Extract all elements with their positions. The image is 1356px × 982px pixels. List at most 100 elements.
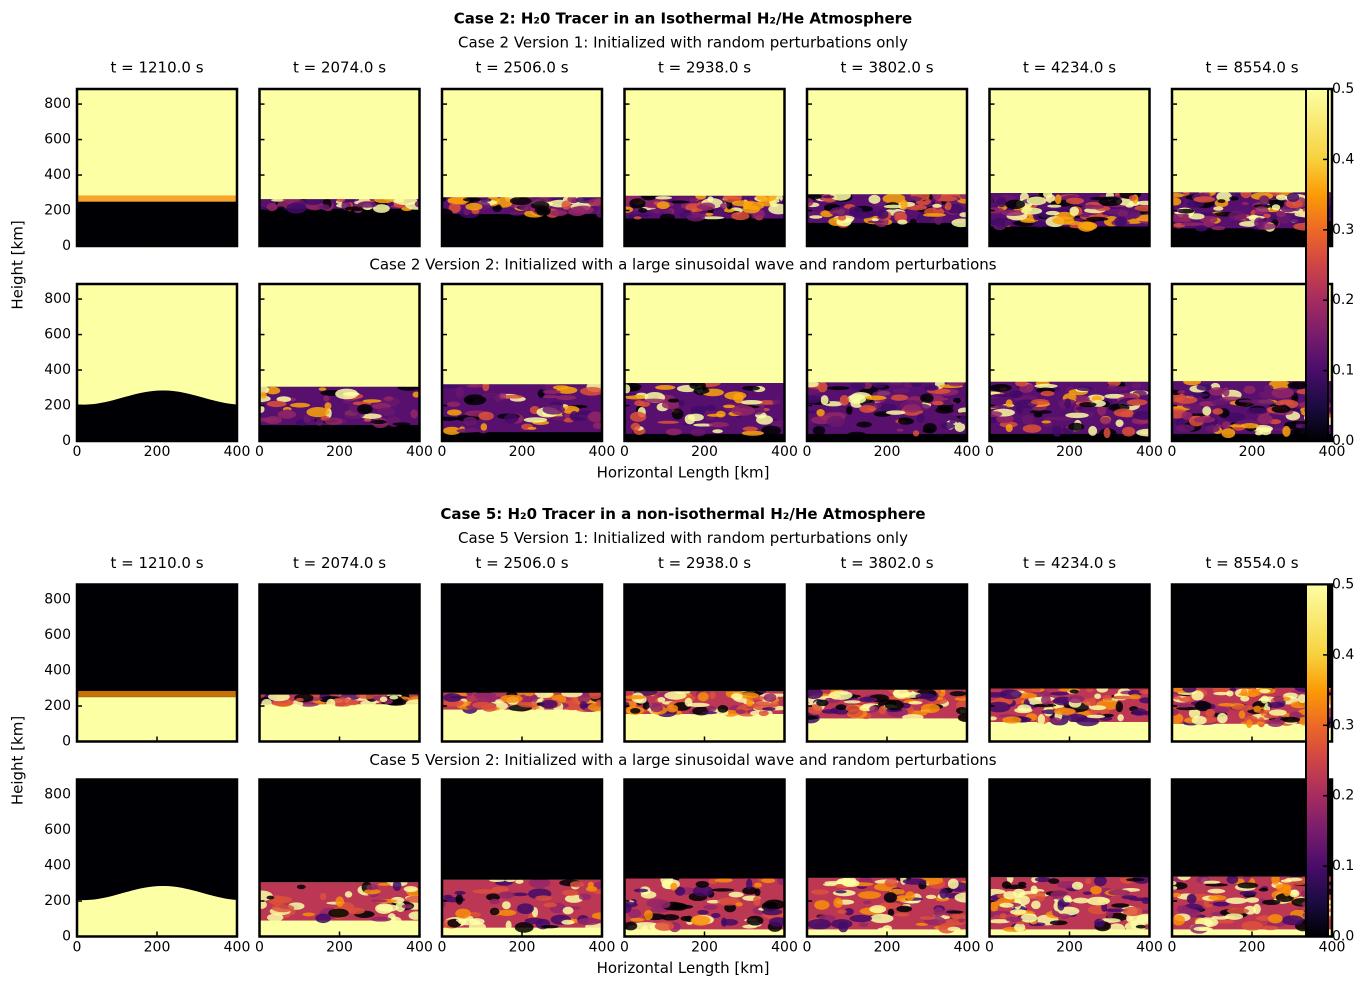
panel-title: t = 1210.0 s xyxy=(110,59,203,77)
panel-title: t = 2506.0 s xyxy=(475,554,568,572)
mix-blob xyxy=(1271,387,1295,399)
mix-blob xyxy=(905,891,915,901)
mix-blob xyxy=(277,206,285,211)
mix-blob xyxy=(706,404,716,412)
mix-blob xyxy=(932,203,942,208)
mix-blob xyxy=(1117,714,1124,722)
mix-blob xyxy=(1237,882,1259,889)
x-tick-label: 400 xyxy=(406,444,433,460)
field-top xyxy=(1172,779,1332,877)
mix-blob xyxy=(1022,424,1042,433)
mix-blob xyxy=(482,381,490,392)
mix-blob xyxy=(1196,384,1212,391)
mix-blob xyxy=(630,708,641,714)
mix-blob xyxy=(1226,874,1239,885)
mix-blob xyxy=(1258,195,1270,206)
mix-blob xyxy=(538,196,552,203)
mix-blob xyxy=(1268,379,1290,390)
x-tick-label: 200 xyxy=(144,940,171,956)
mix-blob xyxy=(896,905,912,913)
y-tick-label: 200 xyxy=(44,698,71,714)
x-tick-label: 200 xyxy=(874,444,901,460)
field-top xyxy=(77,89,237,202)
mix-blob xyxy=(814,900,830,910)
y-tick-label: 0 xyxy=(62,929,71,945)
panel xyxy=(805,87,969,248)
mix-blob xyxy=(587,411,602,423)
mix-blob xyxy=(1003,891,1018,900)
panel: 0 200 400 600 800 xyxy=(44,583,239,750)
mix-blob xyxy=(1186,392,1209,398)
x-tick-label: 200 xyxy=(326,940,353,956)
mix-blob xyxy=(1186,893,1197,904)
mix-blob xyxy=(489,907,500,916)
mix-blob xyxy=(306,406,330,418)
mix-blob xyxy=(1263,213,1271,219)
mix-blob xyxy=(949,418,956,424)
mix-blob xyxy=(722,404,736,409)
mix-blob xyxy=(735,709,746,714)
mix-blob xyxy=(643,909,653,921)
x-tick-label: 0 xyxy=(803,444,812,460)
mix-blob xyxy=(454,890,466,895)
mix-blob xyxy=(630,917,645,922)
mix-blob xyxy=(277,410,297,419)
y-tick-label: 400 xyxy=(44,663,71,679)
mix-blob xyxy=(1107,208,1130,215)
mix-blob xyxy=(295,697,304,702)
x-axis-label: Horizontal Length [km] xyxy=(597,959,770,977)
mix-blob xyxy=(654,921,675,931)
field-top xyxy=(442,779,602,880)
mix-blob xyxy=(330,697,354,707)
mix-blob xyxy=(527,426,537,430)
mix-blob xyxy=(848,431,866,436)
mix-blob xyxy=(1211,398,1228,406)
field-image xyxy=(442,584,602,742)
interface-glow xyxy=(77,690,237,697)
mix-blob xyxy=(1090,885,1102,895)
mix-blob xyxy=(867,220,885,224)
mix-blob xyxy=(807,688,823,699)
mix-blob xyxy=(266,913,284,922)
mix-blob xyxy=(377,407,396,416)
mix-blob xyxy=(957,713,967,723)
mix-blob xyxy=(515,878,524,884)
y-tick-label: 600 xyxy=(44,327,71,343)
field-image xyxy=(442,779,602,937)
mix-blob xyxy=(1014,895,1030,906)
mix-blob xyxy=(693,423,714,427)
mix-blob xyxy=(596,209,602,218)
mix-blob xyxy=(939,888,949,899)
mix-blob xyxy=(989,411,1003,417)
mix-blob xyxy=(1291,890,1298,896)
field-image xyxy=(259,284,420,441)
mix-blob xyxy=(1275,893,1294,903)
mix-blob xyxy=(1222,387,1230,397)
x-tick-label: 400 xyxy=(1136,444,1163,460)
mix-blob xyxy=(265,386,281,395)
mix-blob xyxy=(1064,398,1072,409)
mix-blob xyxy=(668,200,690,204)
mix-blob xyxy=(1034,876,1051,883)
mix-blob xyxy=(1238,710,1246,719)
mix-blob xyxy=(711,912,721,918)
mix-blob xyxy=(1174,417,1186,427)
field-image xyxy=(807,89,967,246)
field-top xyxy=(1172,284,1332,382)
mix-blob xyxy=(1002,716,1022,724)
mix-blob xyxy=(1267,701,1285,709)
mix-blob xyxy=(1005,424,1013,432)
mix-blob xyxy=(682,209,692,214)
mix-blob xyxy=(959,212,967,218)
mix-blob xyxy=(665,428,682,436)
mix-blob xyxy=(1075,395,1090,403)
field-top xyxy=(259,779,420,883)
panel xyxy=(988,583,1151,743)
mix-blob xyxy=(540,925,559,929)
mix-blob xyxy=(638,208,648,213)
mix-blob xyxy=(807,395,822,404)
x-tick-label: 200 xyxy=(691,444,718,460)
mix-blob xyxy=(1071,881,1084,890)
mix-blob xyxy=(624,921,638,931)
mix-blob xyxy=(595,699,602,707)
